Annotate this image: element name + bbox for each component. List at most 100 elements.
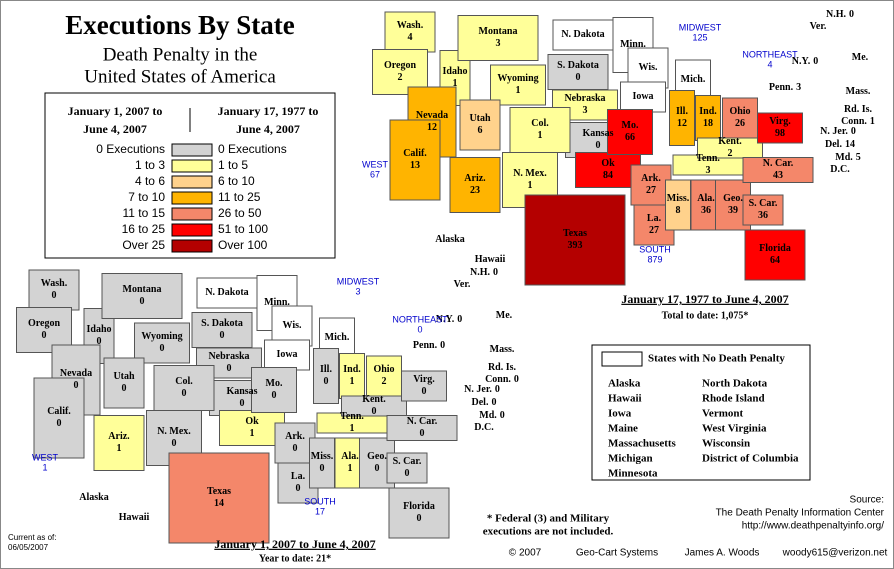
state-value: 6 — [478, 125, 483, 136]
state-label: Del. 14 — [825, 139, 855, 150]
state-value: 3 — [706, 165, 711, 176]
state-value: 0 — [514, 374, 519, 385]
state-value: 23 — [470, 185, 480, 196]
state-label: Ill. 12 — [676, 106, 688, 129]
region-label: MIDWEST — [337, 276, 380, 286]
state — [251, 367, 297, 413]
credit: woody615@verizon.net — [782, 548, 888, 559]
state-label: Penn. 0 — [413, 340, 445, 351]
no-penalty-swatch — [601, 351, 643, 367]
state-label: N.Y. 0 — [436, 314, 463, 325]
state-value: 0 — [576, 72, 581, 83]
legend-header: January 1, 2007 to — [68, 104, 163, 118]
region-value: 1 — [42, 462, 47, 472]
region-label: SOUTH — [304, 496, 336, 506]
state-name: La. — [647, 213, 662, 224]
state-name: Wash. — [397, 20, 424, 31]
state — [607, 109, 653, 155]
state-label: S. Car. 0 — [393, 456, 422, 479]
state-value: 36 — [758, 210, 768, 221]
state-name: Ver. — [810, 21, 827, 32]
state-name: Mo. — [266, 378, 283, 389]
legend-label: 16 to 25 — [122, 222, 166, 236]
state-label: D.C. — [830, 164, 850, 175]
state-name: Idaho — [86, 324, 111, 335]
state-name: Mich. — [681, 74, 706, 85]
state-label: Ala. 1 — [341, 451, 359, 474]
no-penalty-state: Vermont — [702, 408, 743, 420]
state-value: 0 — [457, 314, 462, 325]
state — [547, 54, 609, 90]
credit: Geo-Cart Systems — [576, 548, 658, 559]
state-label: Wis. — [283, 320, 302, 331]
state-label: Nebraska 0 — [208, 351, 249, 374]
state-name: Calif. — [403, 148, 427, 159]
legend-swatch — [171, 191, 213, 205]
footnote: executions are not included. — [483, 526, 614, 538]
title: Executions By State — [65, 10, 295, 40]
region-label: WEST — [32, 452, 59, 462]
state-name: Nebraska — [208, 351, 249, 362]
no-penalty-title: States with No Death Penalty — [648, 353, 785, 365]
state-label: Ohio 2 — [373, 364, 394, 387]
state-name: Del. — [825, 139, 842, 150]
state-name: N. Car. — [407, 416, 438, 427]
state-label: N. Mex. 0 — [157, 426, 191, 449]
state-label: N.H. 0 — [826, 9, 854, 20]
state-name: Ok — [601, 158, 615, 169]
state-value: 14 — [214, 498, 224, 509]
no-penalty-state: North Dakota — [702, 378, 768, 390]
state-value: 0 — [293, 443, 298, 454]
state-name: N. Dakota — [561, 29, 604, 40]
state — [339, 353, 365, 399]
region-value: 0 — [417, 324, 422, 334]
state — [459, 99, 501, 151]
state-label: Calif. 13 — [403, 148, 427, 171]
state-label: Ind. 18 — [699, 106, 717, 129]
state-name: Minn. — [620, 39, 646, 50]
credit: © 2007 — [509, 548, 542, 559]
state-value: 0 — [272, 390, 277, 401]
region-label: NORTHEAST — [742, 49, 798, 59]
state-value: 0 — [320, 463, 325, 474]
state-name: Me. — [852, 52, 869, 63]
state-value: 1 — [516, 85, 521, 96]
state-label: Col. 1 — [531, 118, 549, 141]
state-name: Ver. — [454, 279, 471, 290]
state-value: 27 — [649, 225, 659, 236]
state — [341, 395, 407, 417]
state-name: Geo. — [367, 451, 387, 462]
state-name: Mo. — [622, 120, 639, 131]
state-label: N. Car. 43 — [763, 158, 794, 181]
state-value: 3 — [796, 82, 801, 93]
state — [490, 64, 546, 106]
region-value: 3 — [355, 286, 360, 296]
state-value: 0 — [42, 330, 47, 341]
state-name: N.Y. — [792, 56, 811, 67]
state-label: Ark. 0 — [285, 431, 305, 454]
state-name: Del. — [472, 397, 489, 408]
state-value: 0 — [375, 463, 380, 474]
legend-label: 51 to 100 — [218, 222, 268, 236]
no-penalty-box — [591, 344, 811, 481]
state — [93, 415, 145, 471]
state-name: N. Car. — [763, 158, 794, 169]
state-label: Iowa — [276, 349, 297, 360]
no-penalty-state: Michigan — [608, 453, 653, 465]
state-value: 0 — [851, 126, 856, 137]
region-label: MIDWEST — [679, 22, 722, 32]
state — [620, 81, 666, 113]
state-label: Alaska — [79, 492, 108, 503]
state — [33, 377, 85, 459]
legend-label: 0 Executions — [218, 142, 287, 156]
state-value: 0 — [491, 397, 496, 408]
state-name: N. Jer. — [464, 384, 492, 395]
state-name: Virg. — [769, 116, 791, 127]
current-date: 06/05/2007 — [8, 543, 49, 552]
state-name: S. Dakota — [557, 60, 599, 71]
state-name: Ariz. — [464, 173, 486, 184]
state — [388, 487, 450, 539]
state-label: Md. 0 — [479, 410, 505, 421]
state-name: Ok — [245, 416, 259, 427]
state-name: Miss. — [311, 451, 334, 462]
